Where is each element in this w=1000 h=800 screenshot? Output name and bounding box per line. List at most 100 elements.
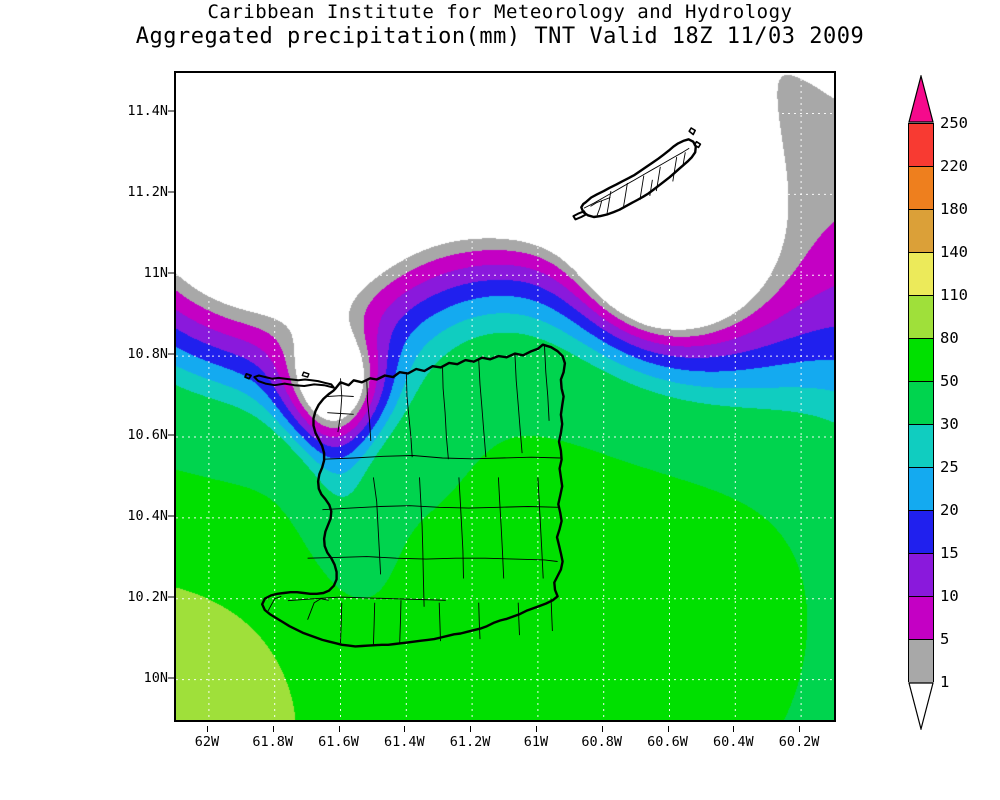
x-axis-label: 61.4W [383,734,425,750]
colorbar-swatch[interactable] [909,210,933,253]
colorbar-label: 1 [940,673,950,691]
admin-boundary [372,602,376,646]
admin-boundary [442,366,449,460]
colorbar-swatch[interactable] [909,296,933,339]
little-tobago-islet [688,127,696,136]
y-axis-label: 10.2N [127,588,168,605]
colorbar[interactable]: 1 5 10 15 20 25 30 50 80 110 140 180 220 250 [900,75,1000,730]
colorbar-label: 10 [940,587,959,605]
admin-boundary [655,166,661,192]
chacachacare-islet [244,373,252,380]
x-axis-label: 62W [194,734,220,750]
colorbar-label: 30 [940,415,959,433]
x-axis-tick [535,726,537,732]
y-axis-tick [168,515,174,517]
precipitation-contour-field [176,73,834,720]
x-axis-tick [404,726,406,732]
admin-boundary [544,345,550,421]
chart-title-block: Caribbean Institute for Meteorology and … [0,0,1000,50]
x-axis-tick [206,726,208,732]
colorbar-swatch[interactable] [909,554,933,597]
admin-boundary [672,157,678,182]
precipitation-map-plot[interactable] [174,71,836,722]
admin-boundary [419,477,425,607]
colorbar-swatch[interactable] [909,253,933,296]
y-axis-tick [168,596,174,598]
x-axis-tick [601,726,603,732]
colorbar-label: 110 [940,286,968,304]
colorbar-swatch[interactable] [909,511,933,554]
colorbar-swatches[interactable] [908,123,934,683]
x-axis-label: 61W [523,734,549,750]
admin-boundary [438,602,441,642]
x-axis-tick [799,726,801,732]
page-title: Aggregated precipitation(mm) TNT Valid 1… [135,24,865,49]
colorbar-swatch[interactable] [909,382,933,425]
admin-boundary [497,477,505,579]
colorbar-under-arrow [908,682,934,730]
trinidad-coastline [261,343,567,648]
admin-boundary [372,477,382,575]
admin-boundary [399,600,402,644]
y-axis-label: 10.8N [127,346,168,363]
admin-boundary [340,602,343,644]
admin-boundary [639,175,645,201]
colorbar-swatch[interactable] [909,124,933,167]
admin-boundary [622,182,628,208]
colorbar-swatch[interactable] [909,425,933,468]
y-axis-tick [168,434,174,436]
y-axis-label: 11.2N [127,184,168,201]
x-axis-tick [272,726,274,732]
y-axis-tick [168,110,174,112]
colorbar-swatch[interactable] [909,339,933,382]
admin-boundary [322,505,560,511]
x-axis-tick [470,726,472,732]
x-axis-label: 60.8W [581,734,623,750]
admin-boundary [324,455,561,460]
colorbar-label: 50 [940,372,959,390]
admin-boundary [606,191,612,214]
colorbar-swatch[interactable] [909,167,933,210]
coastline-and-border-layer [244,127,702,648]
colorbar-label: 180 [940,200,968,218]
admin-boundary [478,359,487,458]
y-axis-labels: 11.4N 11.2N 11N 10.8N 10.6N 10.4N 10.2N 10N [60,71,168,722]
y-axis-label: 10.4N [127,507,168,524]
admin-boundary [583,147,690,209]
gridline-layer [176,73,834,720]
colorbar-under-triangle [908,682,934,730]
colorbar-label: 25 [940,458,959,476]
colorbar-over-triangle [908,75,934,123]
y-axis-ticks [168,71,176,722]
chaguaramas-peninsula [253,374,335,389]
colorbar-swatch[interactable] [909,640,933,683]
admin-boundary [307,598,329,620]
y-axis-label: 10N [143,669,168,686]
tobago-southwest-tip [572,210,587,221]
colorbar-over-arrow [908,75,934,123]
admin-boundary [550,598,553,632]
admin-boundary [267,595,282,612]
admin-boundary [287,596,446,602]
admin-boundary [590,197,611,207]
y-axis-tick [168,353,174,355]
admin-boundary [596,200,603,216]
gasparee-islet [301,371,310,378]
colorbar-swatch[interactable] [909,597,933,640]
colorbar-swatch[interactable] [909,468,933,511]
colorbar-label: 5 [940,630,950,648]
admin-boundary [649,179,653,196]
x-axis-label: 60.4W [712,734,754,750]
x-axis-tick [733,726,735,732]
x-axis-tick [338,726,340,732]
x-axis-label: 60.2W [778,734,820,750]
x-axis-label: 60.6W [647,734,688,750]
admin-boundary [405,372,413,458]
y-axis-label: 10.6N [127,426,168,443]
colorbar-label: 20 [940,501,959,519]
x-axis-label: 61.2W [449,734,491,750]
admin-boundary [682,152,686,167]
colorbar-label: 80 [940,329,959,347]
x-axis-tick [667,726,669,732]
admin-boundary [327,412,354,415]
